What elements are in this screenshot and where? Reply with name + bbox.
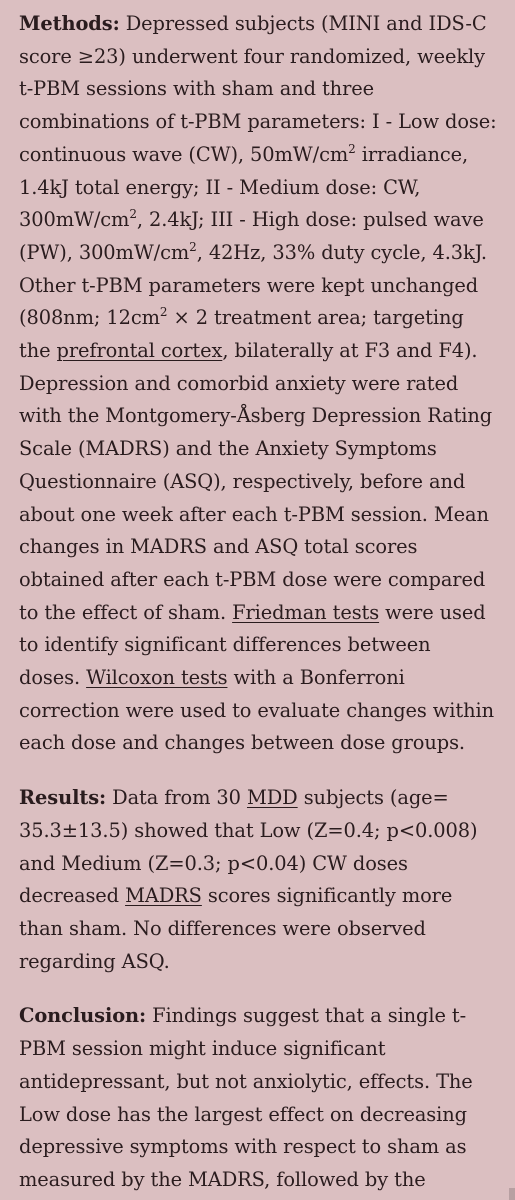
superscript: 2 [348,142,356,156]
wilcoxon-tests-link[interactable]: Wilcoxon tests [86,666,227,689]
madrs-link[interactable]: MADRS [125,884,202,907]
results-heading: Results: [19,786,106,809]
mdd-link[interactable]: MDD [247,786,298,809]
superscript: 2 [129,207,137,221]
methods-section: Methods: Depressed subjects (MINI and ID… [19,8,497,760]
scrollbar-thumb[interactable] [509,1188,515,1200]
prefrontal-cortex-link[interactable]: prefrontal cortex [57,339,223,362]
results-section: Results: Data from 30 MDD subjects (age=… [19,782,497,978]
methods-text-6: , bilaterally at F3 and F4). Depression … [19,339,492,624]
superscript: 2 [189,240,197,254]
methods-heading: Methods: [19,12,120,35]
conclusion-text: Findings suggest that a single t-PBM ses… [19,1004,484,1200]
conclusion-heading: Conclusion: [19,1004,146,1027]
friedman-tests-link[interactable]: Friedman tests [232,601,379,624]
conclusion-section: Conclusion: Findings suggest that a sing… [19,1000,497,1200]
results-text-1: Data from 30 [106,786,247,809]
